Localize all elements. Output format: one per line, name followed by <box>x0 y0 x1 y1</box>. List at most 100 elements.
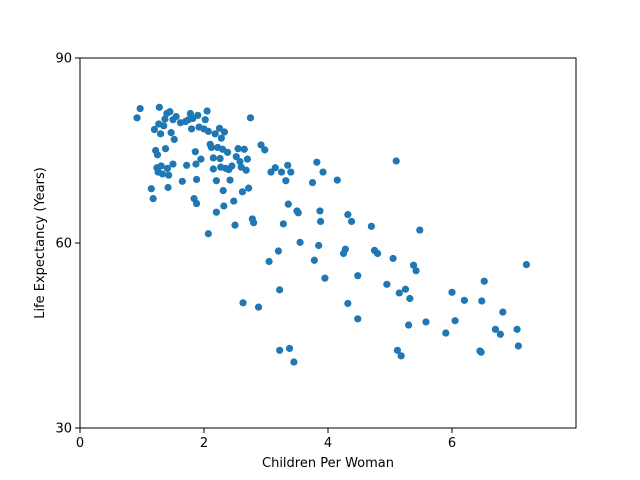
data-point <box>460 296 468 304</box>
data-point <box>147 185 155 193</box>
data-point <box>163 164 172 172</box>
data-point <box>392 157 400 165</box>
data-point <box>389 254 397 263</box>
data-point <box>133 114 141 122</box>
data-point <box>499 308 507 316</box>
data-point <box>192 175 201 184</box>
data-point <box>172 112 180 121</box>
data-point <box>223 148 232 156</box>
data-point <box>522 260 531 269</box>
data-point <box>245 184 253 192</box>
data-point <box>282 177 290 185</box>
data-point <box>277 168 286 176</box>
data-point <box>164 183 172 192</box>
data-point <box>194 111 202 119</box>
data-point <box>212 208 220 216</box>
data-point <box>347 217 356 226</box>
data-point <box>406 294 414 303</box>
x-tick-label: 2 <box>200 436 208 451</box>
data-point <box>294 209 302 217</box>
scatter-points <box>133 103 531 366</box>
data-point <box>216 154 224 163</box>
data-point <box>313 158 321 166</box>
y-axis-label: Life Expectancy (Years) <box>33 167 48 319</box>
data-point <box>239 299 247 307</box>
data-point <box>234 145 242 153</box>
data-point <box>316 217 325 226</box>
data-point <box>161 145 170 153</box>
data-point <box>261 146 269 154</box>
data-point <box>265 257 273 266</box>
data-point <box>240 145 248 153</box>
data-point <box>478 297 486 305</box>
data-point <box>393 346 402 354</box>
data-point <box>344 299 352 308</box>
data-point <box>243 155 251 163</box>
data-point <box>203 107 211 115</box>
x-tick-label: 4 <box>324 436 332 451</box>
data-point <box>246 114 255 122</box>
data-point <box>279 220 287 228</box>
data-point <box>157 162 165 170</box>
data-point <box>217 134 225 142</box>
y-tick-label: 90 <box>55 52 72 67</box>
data-point <box>287 168 295 176</box>
data-point <box>211 130 219 138</box>
data-point <box>276 286 284 294</box>
data-point <box>321 274 329 282</box>
data-point <box>310 256 318 264</box>
data-point <box>207 143 216 152</box>
data-point <box>341 245 349 253</box>
data-point <box>192 160 200 168</box>
data-point <box>271 164 279 172</box>
data-point <box>167 129 175 137</box>
data-point <box>166 108 174 116</box>
data-point <box>344 211 352 219</box>
data-point <box>308 178 317 187</box>
data-point <box>257 141 265 149</box>
data-point <box>153 151 162 159</box>
data-point <box>215 124 224 132</box>
data-point <box>374 249 382 258</box>
data-point <box>513 325 521 333</box>
data-point <box>477 348 485 356</box>
data-point <box>170 135 178 143</box>
data-point <box>276 346 284 354</box>
data-point <box>230 197 238 205</box>
data-point <box>165 171 173 179</box>
data-point <box>157 130 165 138</box>
data-point <box>409 261 418 269</box>
data-point <box>201 116 209 124</box>
data-point <box>514 342 522 350</box>
data-point <box>451 317 459 325</box>
data-point <box>401 285 410 293</box>
data-point <box>136 104 144 113</box>
data-point <box>219 186 227 195</box>
data-point <box>405 321 413 329</box>
data-point <box>191 148 199 156</box>
data-point <box>496 330 504 338</box>
data-point <box>383 280 391 288</box>
data-point <box>169 160 177 168</box>
x-tick-label: 0 <box>76 436 84 451</box>
data-point <box>296 238 304 246</box>
data-point <box>290 358 298 366</box>
data-point <box>395 289 403 297</box>
data-point <box>226 176 234 184</box>
data-point <box>178 177 186 185</box>
data-point <box>160 122 168 130</box>
data-point <box>333 176 341 184</box>
y-tick-label: 30 <box>55 422 72 437</box>
data-point <box>354 315 362 323</box>
data-point <box>422 318 430 326</box>
data-point <box>284 161 292 169</box>
y-tick-label: 60 <box>55 237 72 252</box>
data-point <box>183 161 191 169</box>
data-point <box>284 200 292 208</box>
x-axis-label: Children Per Woman <box>262 456 394 471</box>
data-point <box>416 226 424 234</box>
data-point <box>188 125 196 133</box>
data-point <box>161 115 169 123</box>
data-point <box>250 219 258 227</box>
data-point <box>285 344 294 353</box>
